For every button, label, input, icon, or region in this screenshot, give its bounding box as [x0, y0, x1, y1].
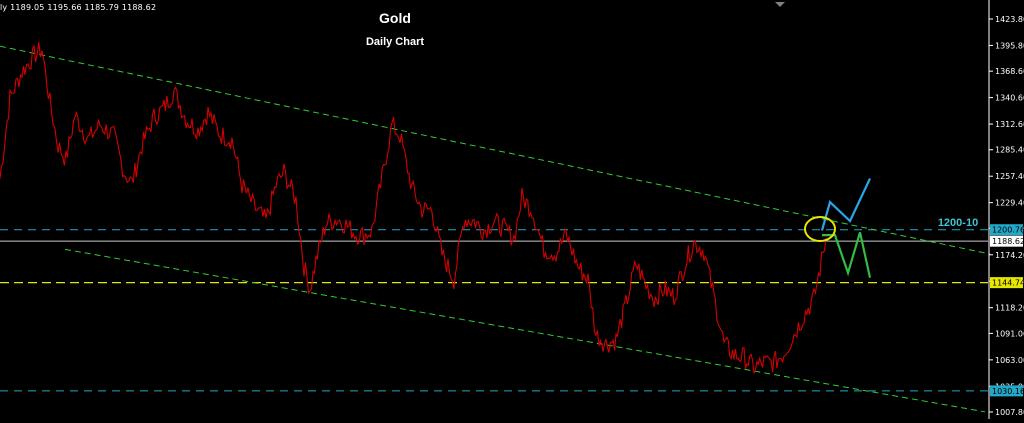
price-label-3: 1030.16	[992, 387, 1024, 396]
price-label-box-2	[990, 277, 1023, 289]
y-tick-label-12: 1091.00	[995, 329, 1024, 338]
y-tick-label-4: 1312.60	[995, 120, 1024, 129]
channel-lower-line	[64, 248, 986, 413]
trend-channels	[0, 45, 991, 413]
y-tick-label-7: 1229.40	[995, 199, 1024, 208]
y-tick-label-11: 1118.20	[995, 304, 1024, 313]
price-label-0: 1200.76	[992, 226, 1024, 235]
y-tick-label-9: 1174.20	[995, 251, 1024, 260]
y-tick-label-0: 1423.80	[995, 15, 1024, 24]
price-label-box-3	[990, 385, 1023, 397]
y-tick-label-2: 1368.60	[995, 67, 1024, 76]
chart-title: Gold	[379, 10, 411, 26]
channel-upper-line	[0, 45, 991, 255]
chart-subtitle: Daily Chart	[365, 36, 425, 48]
scroll-marker-icon[interactable]	[775, 2, 785, 7]
horizontal-levels	[0, 229, 988, 392]
price-label-box-0	[990, 224, 1023, 236]
y-tick-label-1: 1395.80	[995, 41, 1024, 50]
y-tick-label-15: 1007.80	[995, 408, 1024, 417]
y-tick-label-3: 1340.60	[995, 94, 1024, 103]
y-tick-label-6: 1257.40	[995, 172, 1024, 181]
ohlc-readout: ly 1189.05 1195.66 1185.79 1188.62	[0, 3, 157, 12]
price-axis: 1423.80 1395.80 1368.60 1340.60 1312.60 1285.…	[989, 15, 1024, 417]
price-labels: 1200.76 1188.62 1144.74 1030.16	[990, 224, 1024, 397]
price-line	[0, 42, 827, 374]
y-tick-label-5: 1285.40	[995, 146, 1024, 155]
projection-lines	[820, 178, 872, 278]
blue-projection-line	[820, 178, 871, 231]
price-label-box-1	[990, 235, 1023, 247]
price-label-1: 1188.62	[992, 237, 1024, 246]
price-label-2: 1144.74	[992, 279, 1024, 288]
highlight-circle	[804, 216, 836, 242]
green-projection-line	[822, 231, 872, 278]
price-series	[0, 42, 827, 374]
y-tick-label-13: 1063.00	[995, 356, 1024, 365]
level-annotation: 1200-10	[938, 217, 978, 229]
